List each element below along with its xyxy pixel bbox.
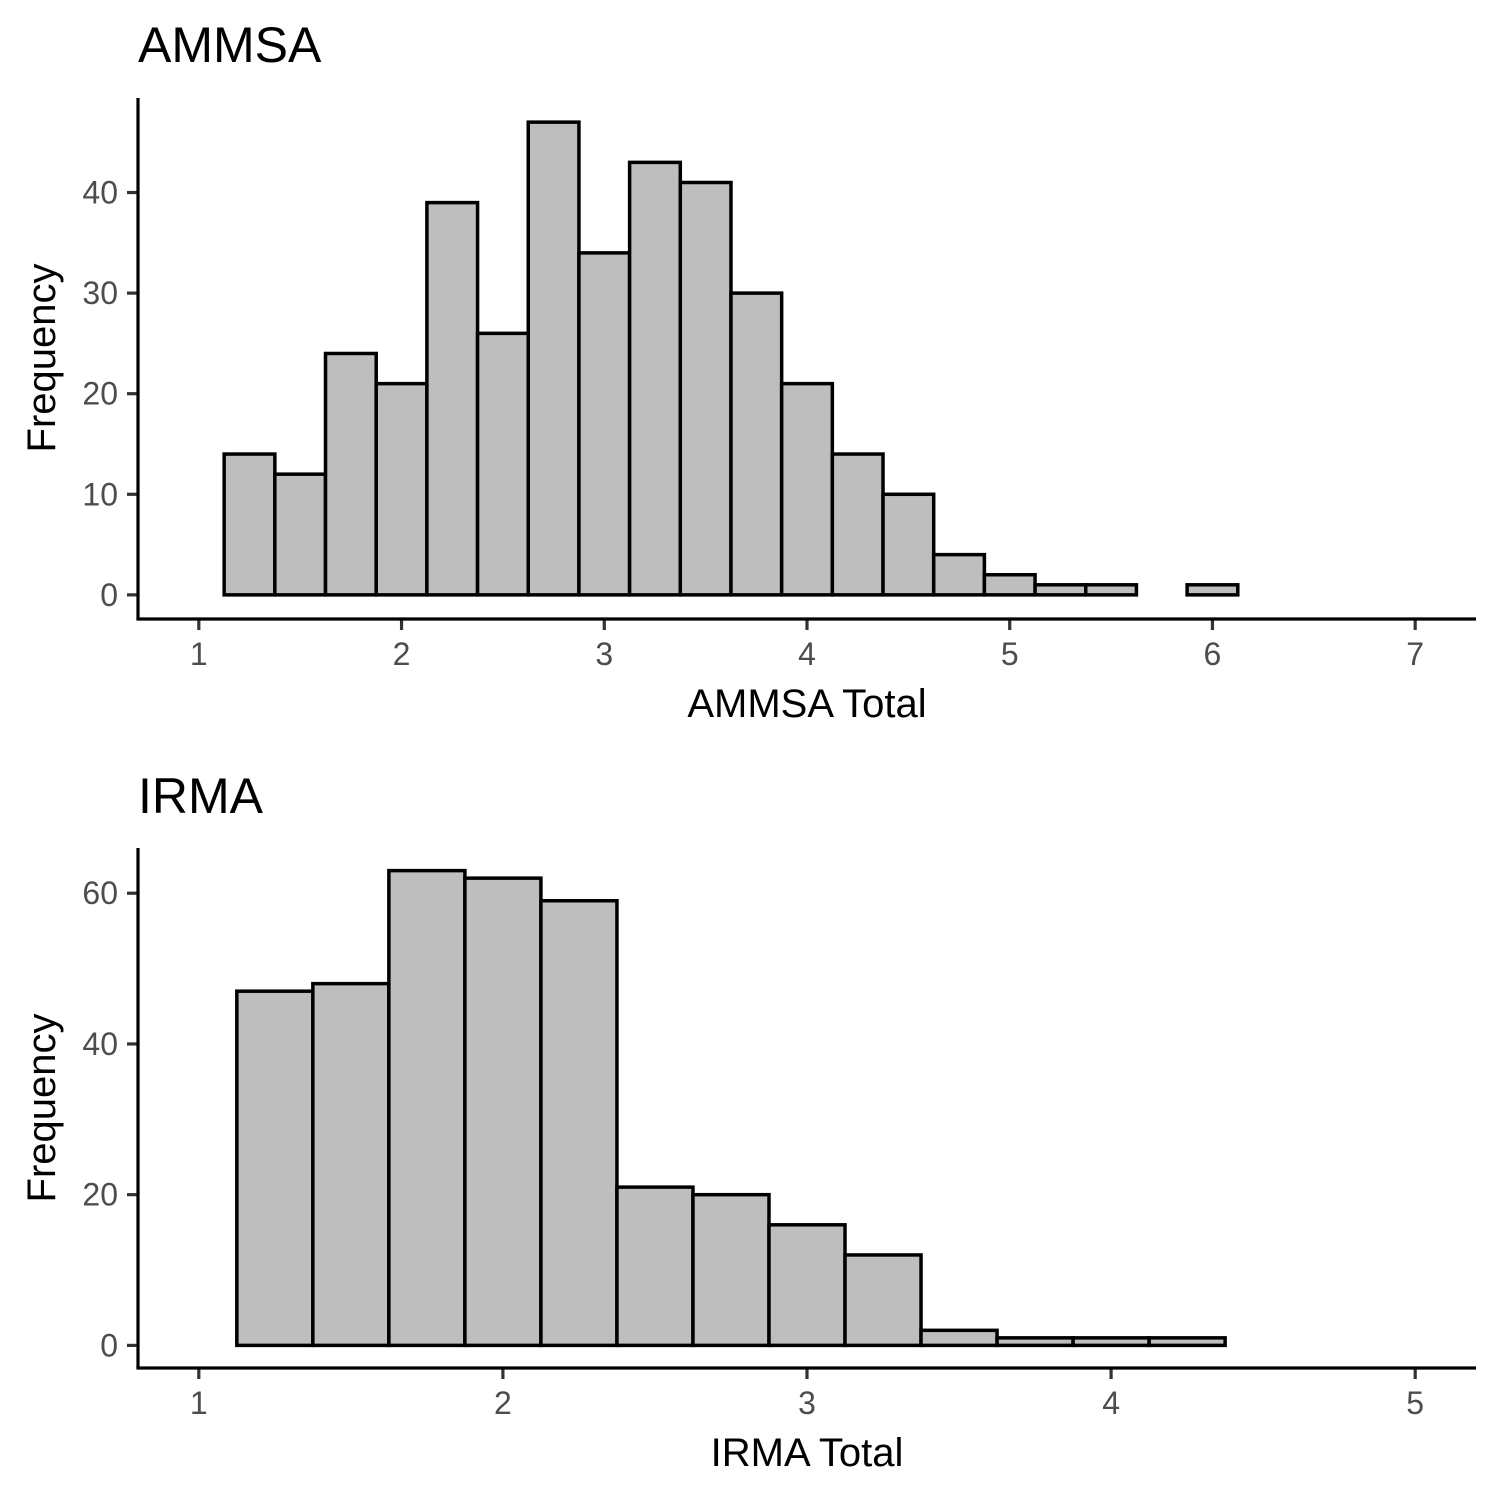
irma-x-axis-title: IRMA Total: [711, 1431, 904, 1475]
ammsa-bar: [1185, 583, 1240, 597]
ammsa-y-tick-label: 40: [82, 175, 118, 211]
ammsa-y-tick-label: 10: [82, 476, 118, 512]
ammsa-bar: [881, 492, 936, 597]
irma-bar: [539, 899, 619, 1348]
ammsa-x-tick-label: 1: [190, 636, 208, 672]
ammsa-bar: [678, 180, 733, 597]
ammsa-bar: [931, 552, 987, 597]
ammsa-y-tick-label: 0: [100, 577, 118, 613]
irma-bar: [235, 989, 315, 1348]
ammsa-bar: [374, 381, 429, 597]
ammsa-bar: [1033, 583, 1088, 597]
ammsa-bar: [779, 381, 835, 597]
ammsa-chart-title: AMMSA: [138, 17, 322, 73]
irma-x-tick-label: 4: [1102, 1385, 1120, 1421]
ammsa-bar: [425, 200, 480, 597]
ammsa-bar: [729, 291, 784, 597]
irma-y-tick-label: 20: [82, 1177, 118, 1213]
ammsa-x-tick-label: 2: [393, 636, 411, 672]
ammsa-bar: [577, 251, 632, 597]
ammsa-axis-ticks: 1 2 3 4 5 6 7 0 10 20 30 40: [82, 175, 1424, 672]
irma-x-tick-label: 5: [1406, 1385, 1424, 1421]
ammsa-bar: [273, 472, 328, 597]
ammsa-bar: [526, 120, 581, 597]
irma-bar: [767, 1223, 847, 1348]
irma-bar: [1071, 1336, 1151, 1348]
irma-y-tick-label: 40: [82, 1026, 118, 1062]
ammsa-x-tick-label: 6: [1204, 636, 1222, 672]
irma-bar: [311, 981, 391, 1348]
irma-y-tick-label: 60: [82, 875, 118, 911]
irma-y-axis-title: Frequency: [20, 1014, 64, 1203]
irma-bar: [1147, 1336, 1227, 1348]
irma-bar: [919, 1328, 999, 1348]
ammsa-y-tick-label: 20: [82, 376, 118, 412]
ammsa-x-tick-label: 7: [1406, 636, 1424, 672]
ammsa-bar: [982, 572, 1037, 597]
irma-axis-ticks: 1 2 3 4 5 0 20 40 60: [82, 875, 1424, 1421]
irma-y-tick-label: 0: [100, 1327, 118, 1363]
irma-bar: [463, 876, 543, 1348]
irma-bar: [691, 1192, 771, 1348]
ammsa-bar: [1084, 583, 1139, 597]
irma-x-tick-label: 3: [798, 1385, 816, 1421]
ammsa-bar: [323, 351, 378, 597]
ammsa-bars: [222, 120, 1240, 597]
irma-histogram-panel: IRMA 1 2 3 4 5 0 20 40 60 IRMA Total Frequency: [20, 768, 1476, 1475]
ammsa-x-tick-label: 4: [798, 636, 816, 672]
irma-bar: [387, 868, 467, 1348]
irma-x-tick-label: 1: [190, 1385, 208, 1421]
irma-bar: [843, 1253, 923, 1348]
ammsa-x-tick-label: 3: [595, 636, 613, 672]
irma-x-tick-label: 2: [494, 1385, 512, 1421]
ammsa-x-axis-title: AMMSA Total: [687, 682, 926, 726]
ammsa-bar: [830, 452, 885, 597]
irma-chart-title: IRMA: [138, 768, 264, 824]
ammsa-x-tick-label: 5: [1001, 636, 1019, 672]
ammsa-bar: [475, 331, 530, 597]
irma-bar: [995, 1336, 1075, 1348]
ammsa-bar: [627, 160, 683, 597]
ammsa-y-tick-label: 30: [82, 275, 118, 311]
ammsa-y-axis-title: Frequency: [20, 264, 64, 453]
irma-bars: [235, 868, 1227, 1348]
ammsa-histogram-panel: AMMSA 1 2 3 4 5 6 7 0 10 20 30 40 AMMSA Total Frequ…: [20, 17, 1476, 726]
irma-bar: [615, 1185, 695, 1348]
ammsa-bar: [222, 452, 277, 597]
